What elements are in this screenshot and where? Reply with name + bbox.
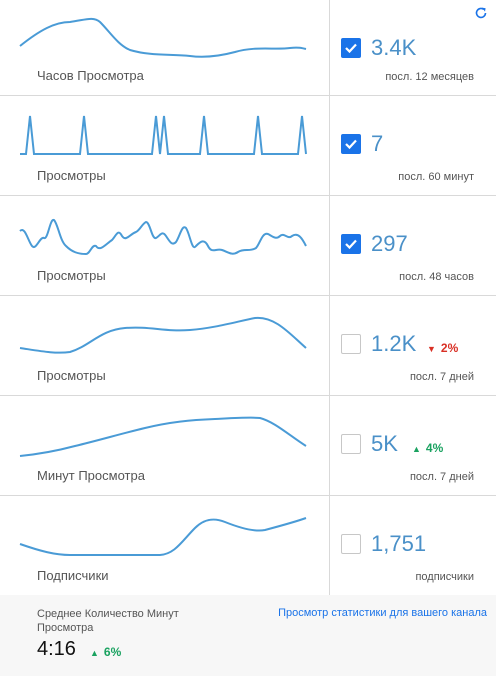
metric-summary: 3.4K посл. 12 месяцев xyxy=(331,0,496,95)
metric-label: Подписчики xyxy=(37,568,109,583)
sparkline-chart xyxy=(19,517,307,556)
metric-summary: 1.2K ▼ 2% посл. 7 дней xyxy=(331,296,496,395)
metric-summary: 1,751 подписчики xyxy=(331,496,496,595)
metric-period: посл. 12 месяцев xyxy=(385,71,474,83)
avg-watch-value: 4:16 xyxy=(37,638,76,660)
metric-label: Просмотры xyxy=(37,368,106,383)
sparkline-chart xyxy=(19,316,307,354)
metric-row-watch-minutes: Минут Просмотра 5K ▲ 4% посл. 7 дней xyxy=(0,396,496,496)
metric-value: 1.2K xyxy=(371,331,417,356)
metric-checkbox[interactable] xyxy=(341,434,361,454)
checkmark-icon xyxy=(345,139,357,150)
channel-analytics-link[interactable]: Просмотр статистики для вашего канала xyxy=(278,607,487,619)
metric-row-subscribers: Подписчики 1,751 подписчики xyxy=(0,496,496,596)
metric-period: подписчики xyxy=(415,571,474,583)
metric-value: 297 xyxy=(371,231,408,256)
metric-checkbox[interactable] xyxy=(341,38,361,58)
metric-label: Просмотры xyxy=(37,168,106,183)
metric-row-views-60min: Просмотры 7 посл. 60 минут xyxy=(0,96,496,196)
sparkline-chart xyxy=(19,218,307,256)
sparkline-views-48h: Просмотры xyxy=(0,196,330,295)
metric-summary: 297 посл. 48 часов xyxy=(331,196,496,295)
checkmark-icon xyxy=(345,239,357,250)
arrow-up-icon: ▲ xyxy=(90,648,99,658)
metric-summary: 5K ▲ 4% посл. 7 дней xyxy=(331,396,496,495)
sparkline-subscribers: Подписчики xyxy=(0,496,330,595)
metric-period: посл. 60 минут xyxy=(398,171,474,183)
metric-value: 1,751 xyxy=(371,531,427,556)
metric-delta: ▲ 4% xyxy=(412,441,444,455)
metric-delta: ▼ 2% xyxy=(427,341,459,355)
metric-period: посл. 7 дней xyxy=(409,471,474,483)
sparkline-watch-time: Часов Просмотра xyxy=(0,0,330,95)
avg-watch-delta: ▲ 6% xyxy=(90,645,122,659)
metric-value: 3.4K xyxy=(371,35,417,60)
metric-row-views-7d: Просмотры 1.2K ▼ 2% посл. 7 дней xyxy=(0,296,496,396)
metrics-list: Часов Просмотра 3.4K посл. 12 месяцев Пр… xyxy=(0,0,496,596)
sparkline-chart xyxy=(20,115,307,155)
metric-value: 5K xyxy=(371,431,398,456)
metric-label: Минут Просмотра xyxy=(37,468,145,483)
footer: Среднее Количество Минут Просмотра 4:16 … xyxy=(0,595,496,676)
sparkline-views-7d: Просмотры xyxy=(0,296,330,395)
sparkline-watch-minutes: Минут Просмотра xyxy=(0,396,330,495)
metric-label: Часов Просмотра xyxy=(37,68,144,83)
metric-checkbox[interactable] xyxy=(341,234,361,254)
checkmark-icon xyxy=(345,43,357,54)
arrow-down-icon: ▼ xyxy=(427,344,436,354)
metric-label: Просмотры xyxy=(37,268,106,283)
metric-checkbox[interactable] xyxy=(341,534,361,554)
avg-watch-label: Среднее Количество Минут Просмотра xyxy=(37,608,179,634)
sparkline-views-60min: Просмотры xyxy=(0,96,330,195)
sparkline-chart xyxy=(19,416,307,457)
metric-checkbox[interactable] xyxy=(341,334,361,354)
metric-checkbox[interactable] xyxy=(341,134,361,154)
metric-period: посл. 7 дней xyxy=(409,371,474,383)
metric-value: 7 xyxy=(371,131,384,156)
sparkline-chart xyxy=(19,17,307,58)
metric-row-views-48h: Просмотры 297 посл. 48 часов xyxy=(0,196,496,296)
arrow-up-icon: ▲ xyxy=(412,444,421,454)
metric-summary: 7 посл. 60 минут xyxy=(331,96,496,195)
refresh-icon[interactable] xyxy=(474,6,488,20)
metric-period: посл. 48 часов xyxy=(399,271,474,283)
metric-row-watch-time: Часов Просмотра 3.4K посл. 12 месяцев xyxy=(0,0,496,96)
